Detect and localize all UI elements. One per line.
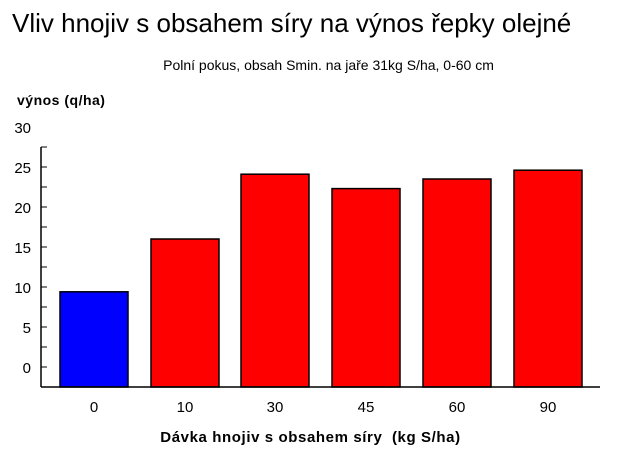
bar-45 <box>331 187 401 388</box>
y-tick-label: 5 <box>23 320 31 337</box>
x-axis-label: Dávka hnojiv s obsahem síry (kg S/ha) <box>160 429 461 446</box>
x-tick-label: 0 <box>90 399 98 416</box>
x-tick-label: 45 <box>358 399 375 416</box>
bar-0 <box>59 291 129 388</box>
bars <box>59 169 583 388</box>
chart-subtitle: Polní pokus, obsah Smin. na jaře 31kg S/… <box>163 57 494 73</box>
chart-title: Vliv hnojiv s obsahem síry na výnos řepk… <box>12 8 572 38</box>
x-tick-label: 90 <box>540 399 557 416</box>
y-tick-label: 15 <box>14 240 31 257</box>
x-tick-labels: 0 10 30 45 60 90 <box>90 399 557 416</box>
bar-30 <box>240 173 310 388</box>
y-ticks <box>41 146 47 388</box>
bar-10 <box>150 238 220 388</box>
y-axis-label: výnos (q/ha) <box>17 92 106 108</box>
bar-90 <box>513 169 583 388</box>
y-tick-label: 10 <box>14 280 31 297</box>
y-tick-labels: 0 5 10 15 20 25 30 <box>14 120 31 377</box>
y-tick-label: 30 <box>14 120 31 137</box>
y-tick-label: 0 <box>23 360 31 377</box>
y-tick-label: 25 <box>14 160 31 177</box>
x-tick-label: 30 <box>267 399 284 416</box>
bar-60 <box>422 178 492 388</box>
x-tick-label: 10 <box>177 399 194 416</box>
x-tick-label: 60 <box>449 399 466 416</box>
y-tick-label: 20 <box>14 200 31 217</box>
